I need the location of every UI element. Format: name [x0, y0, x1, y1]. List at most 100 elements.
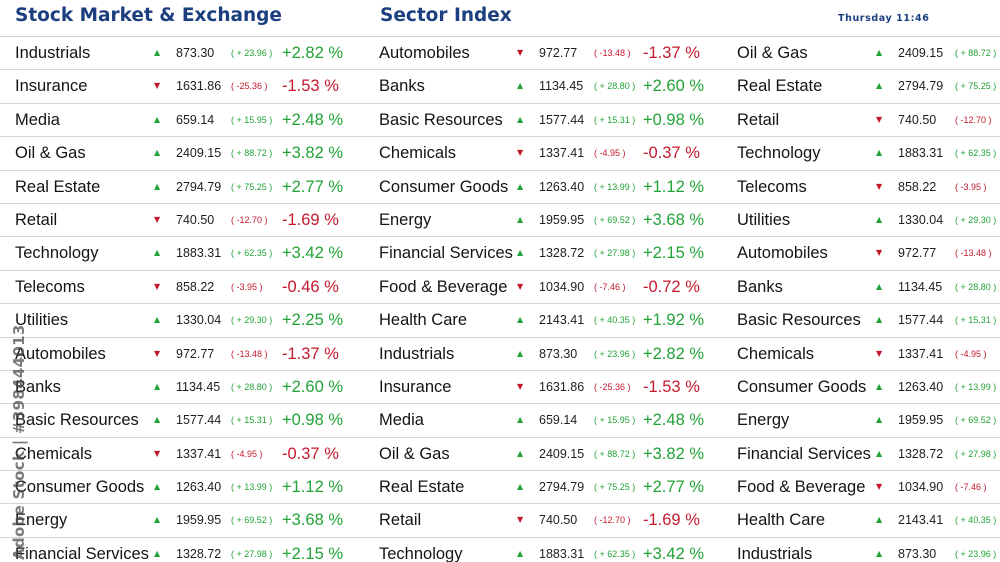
table-row: Banks ▲ 1134.45 ( + 28.80 ) +2.60 % Insurance…	[0, 371, 1000, 405]
price-value: 2794.79	[176, 179, 222, 194]
sector-name: Consumer Goods	[737, 377, 867, 396]
price-value: 1337.41	[176, 446, 222, 461]
price-value: 1134.45	[539, 79, 584, 94]
change-value: ( + 75.25 )	[955, 81, 997, 92]
percent-change: +3.68 %	[643, 210, 705, 229]
triangle-up-icon: ▲	[876, 448, 883, 458]
price-value: 1328.72	[898, 446, 944, 461]
triangle-down-icon: ▼	[517, 48, 524, 57]
change-value: ( -7.46 )	[955, 482, 987, 493]
sector-name: Banks	[379, 77, 425, 96]
percent-change: +3.68 %	[282, 511, 344, 530]
triangle-down-icon: ▼	[876, 114, 883, 124]
sector-name: Automobiles	[15, 344, 106, 363]
change-value: ( -3.95 )	[231, 281, 263, 292]
triangle-down-icon: ▼	[876, 348, 883, 358]
sector-name: Chemicals	[737, 344, 815, 363]
triangle-up-icon: ▲	[154, 381, 161, 391]
triangle-up-icon: ▲	[876, 281, 883, 291]
price-value: 1577.44	[176, 413, 222, 428]
percent-change: +2.48 %	[643, 411, 705, 430]
percent-change: +1.12 %	[643, 177, 705, 196]
change-value: ( + 69.52 )	[955, 415, 997, 426]
percent-change: +2.15 %	[282, 544, 344, 562]
sector-name: Financial Services	[737, 444, 871, 463]
sector-name: Industrials	[737, 544, 813, 562]
triangle-up-icon: ▲	[876, 81, 883, 91]
price-value: 1631.86	[176, 79, 222, 94]
price-value: 1883.31	[176, 246, 222, 261]
sector-name: Industrials	[15, 44, 91, 62]
price-value: 2143.41	[898, 513, 944, 528]
triangle-up-icon: ▲	[517, 348, 524, 358]
price-value: 1328.72	[539, 246, 585, 261]
change-value: ( + 88.72 )	[231, 148, 273, 159]
triangle-up-icon: ▲	[517, 548, 524, 558]
triangle-up-icon: ▲	[876, 381, 883, 391]
price-value: 858.22	[176, 279, 215, 294]
change-value: ( + 75.25 )	[594, 482, 636, 493]
percent-change: -1.69 %	[282, 210, 339, 229]
percent-change: +1.92 %	[643, 311, 705, 330]
table-row: Utilities ▲ 1330.04 ( + 29.30 ) +2.25 % Healt…	[0, 304, 1000, 338]
ticker-header: Stock Market & Exchange Sector Index Thu…	[0, 0, 1000, 36]
page-title: Stock Market & Exchange	[15, 5, 282, 26]
price-value: 1577.44	[898, 313, 944, 328]
watermark-text: Adobe Stock | #398444013	[10, 324, 28, 560]
change-value: ( -7.46 )	[594, 281, 626, 292]
sector-name: Basic Resources	[379, 110, 503, 129]
change-value: ( + 27.98 )	[231, 548, 273, 559]
change-value: ( -13.48 )	[594, 48, 631, 58]
sector-name: Basic Resources	[737, 311, 861, 330]
price-value: 1959.95	[176, 513, 222, 528]
triangle-down-icon: ▼	[154, 214, 161, 224]
triangle-up-icon: ▲	[517, 181, 524, 191]
price-value: 1034.90	[539, 279, 585, 294]
percent-change: +2.48 %	[282, 110, 344, 129]
percent-change: -1.37 %	[643, 44, 700, 62]
change-value: ( + 13.99 )	[955, 381, 997, 392]
change-value: ( -25.36 )	[594, 381, 631, 392]
percent-change: -0.37 %	[643, 144, 700, 163]
table-row: Insurance ▼ 1631.86 ( -25.36 ) -1.53 % Banks ▲…	[0, 70, 1000, 104]
change-value: ( + 40.35 )	[594, 315, 636, 326]
sector-name: Chemicals	[15, 444, 93, 463]
table-row: Chemicals ▼ 1337.41 ( -4.95 ) -0.37 % Oil & G…	[0, 438, 1000, 472]
price-value: 1330.04	[898, 212, 944, 227]
sector-name: Utilities	[15, 311, 69, 330]
triangle-up-icon: ▲	[876, 148, 883, 158]
price-value: 1328.72	[176, 546, 222, 561]
price-value: 1263.40	[539, 179, 585, 194]
price-value: 740.50	[176, 212, 215, 227]
triangle-up-icon: ▲	[876, 48, 883, 57]
triangle-up-icon: ▲	[876, 415, 883, 425]
percent-change: +2.60 %	[282, 377, 344, 396]
triangle-down-icon: ▼	[517, 381, 524, 391]
change-value: ( -4.95 )	[231, 448, 263, 459]
change-value: ( + 62.35 )	[594, 548, 636, 559]
sector-name: Energy	[737, 411, 790, 430]
sector-name: Oil & Gas	[737, 44, 808, 62]
change-value: ( + 29.30 )	[231, 315, 273, 326]
sector-name: Insurance	[15, 77, 88, 96]
change-value: ( + 13.99 )	[231, 482, 273, 493]
percent-change: -0.72 %	[643, 277, 700, 296]
percent-change: -1.69 %	[643, 511, 700, 530]
triangle-up-icon: ▲	[876, 214, 883, 224]
percent-change: +2.82 %	[643, 344, 705, 363]
change-value: ( -13.48 )	[955, 248, 992, 259]
triangle-up-icon: ▲	[154, 548, 161, 558]
price-value: 1337.41	[539, 146, 585, 161]
change-value: ( -12.70 )	[594, 515, 631, 526]
triangle-down-icon: ▼	[517, 515, 524, 525]
percent-change: -1.53 %	[282, 77, 339, 96]
change-value: ( + 40.35 )	[955, 515, 997, 526]
price-value: 2143.41	[539, 313, 585, 328]
sector-name: Chemicals	[379, 144, 457, 163]
percent-change: -0.46 %	[282, 277, 339, 296]
change-value: ( + 28.80 )	[231, 381, 273, 392]
sector-name: Media	[379, 411, 424, 430]
sector-name: Technology	[737, 144, 821, 163]
price-value: 873.30	[898, 546, 937, 561]
change-value: ( -3.95 )	[955, 181, 987, 192]
